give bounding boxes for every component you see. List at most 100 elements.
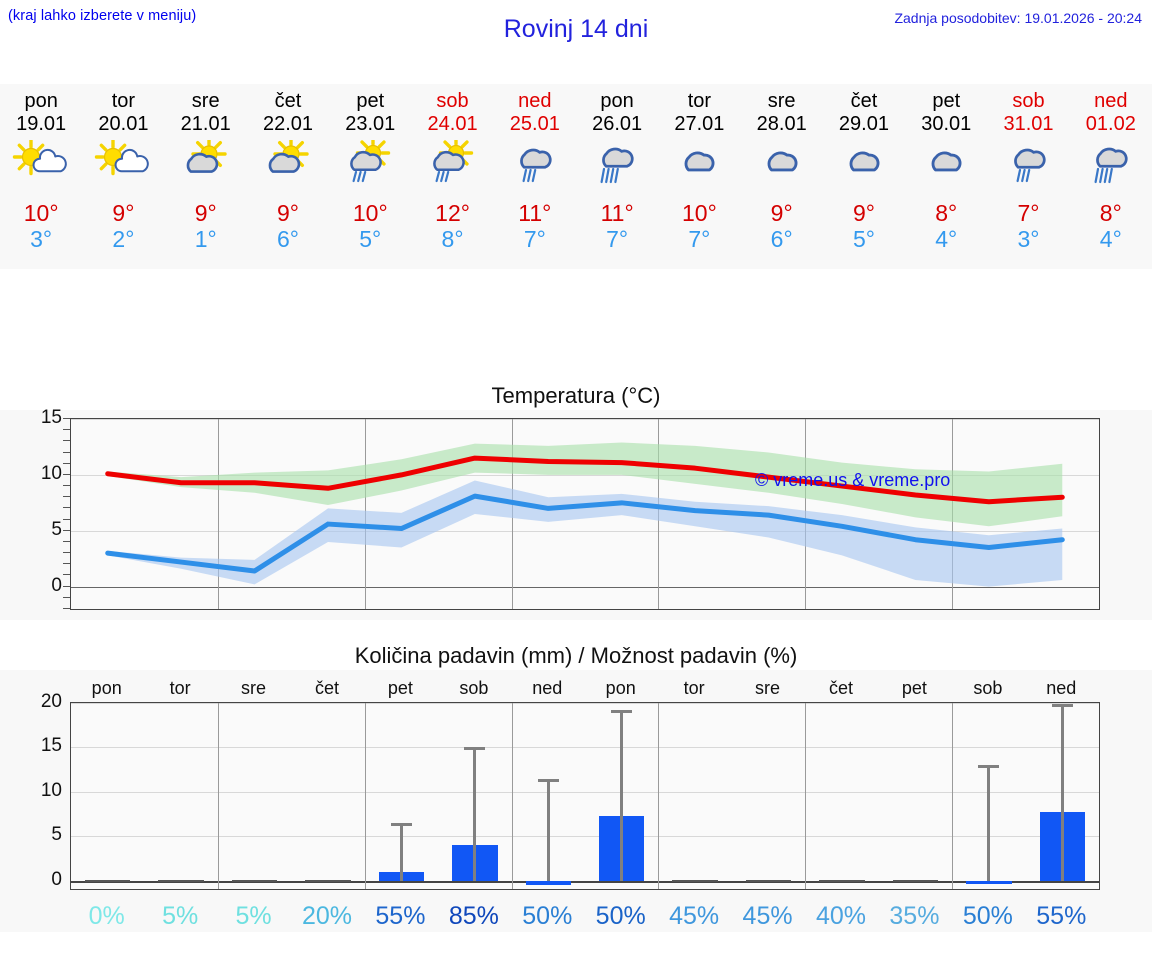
day-column-9[interactable]: sre 28.01 9° 6° bbox=[741, 84, 823, 269]
precip-day-label-1: tor bbox=[169, 678, 191, 698]
day-max-temp: 8° bbox=[935, 200, 958, 226]
day-column-1[interactable]: tor 20.01 9° 2° bbox=[82, 84, 164, 269]
day-name: ned bbox=[518, 90, 552, 112]
day-date: 21.01 bbox=[180, 113, 231, 135]
day-column-3[interactable]: čet 22.01 9° 6° bbox=[247, 84, 329, 269]
day-min-temp: 7° bbox=[523, 226, 546, 252]
precip-probability-13: 55% bbox=[1036, 902, 1087, 930]
precip-whisker-5 bbox=[473, 747, 477, 881]
watermark-label: © vreme.us & vreme.pro bbox=[755, 470, 951, 490]
precip-bar-10[interactable] bbox=[819, 879, 865, 882]
precip-whisker-cap-4 bbox=[390, 823, 412, 827]
day-min-temp: 3° bbox=[30, 226, 53, 252]
precip-probability-11: 35% bbox=[889, 902, 940, 930]
precip-probability-12: 50% bbox=[962, 902, 1013, 930]
precip-probability-3: 20% bbox=[301, 902, 353, 930]
precip-y-tick-15: 15 bbox=[40, 735, 62, 757]
day-max-temp: 9° bbox=[112, 200, 135, 226]
day-column-4[interactable]: pet 23.01 10° 5° bbox=[329, 84, 411, 269]
precipitation-plot-area bbox=[70, 702, 1100, 890]
cloud-rain-heavy-icon bbox=[1070, 139, 1152, 191]
temp-minor-tick bbox=[63, 473, 70, 475]
day-date: 23.01 bbox=[345, 113, 396, 135]
day-name: pon bbox=[24, 90, 58, 112]
precip-day-label-13: ned bbox=[1046, 678, 1077, 698]
day-column-13[interactable]: ned 01.02 8° 4° bbox=[1070, 84, 1152, 269]
sun-cloud-rain-icon bbox=[411, 139, 493, 191]
max-temp-line bbox=[105, 455, 1065, 505]
temp-minor-tick bbox=[63, 518, 70, 520]
precip-bar-3[interactable] bbox=[305, 879, 351, 882]
temp-y-tick-5: 5 bbox=[51, 518, 62, 540]
day-max-temp: 12° bbox=[435, 200, 470, 226]
temperature-series-svg bbox=[105, 442, 1065, 587]
menu-hint-link[interactable]: (kraj lahko izberete v meniju) bbox=[8, 8, 197, 24]
precip-whisker-12 bbox=[987, 765, 991, 881]
max-temp-range-band bbox=[107, 442, 1063, 527]
day-column-6[interactable]: ned 25.01 11° 7° bbox=[494, 84, 576, 269]
day-name: sre bbox=[767, 90, 796, 112]
day-min-temp: 3° bbox=[1017, 226, 1040, 252]
daily-forecast-strip: pon 19.01 10° 3° tor 20.01 9° 2° sre 21.01 9° 1° čet… bbox=[0, 84, 1152, 269]
precip-bar-0[interactable] bbox=[84, 879, 131, 882]
precip-bar-11[interactable] bbox=[892, 879, 939, 882]
precip-day-label-7: pon bbox=[605, 678, 636, 698]
precip-probability-1: 5% bbox=[162, 902, 199, 930]
day-column-10[interactable]: čet 29.01 9° 5° bbox=[823, 84, 905, 269]
precip-day-label-8: tor bbox=[683, 678, 705, 698]
day-min-temp: 4° bbox=[935, 226, 958, 252]
precip-day-label-10: čet bbox=[828, 678, 854, 698]
day-column-12[interactable]: sob 31.01 7° 3° bbox=[987, 84, 1069, 269]
gridline-y-15 bbox=[71, 419, 1099, 420]
day-column-7[interactable]: pon 26.01 11° 7° bbox=[576, 84, 658, 269]
precip-whisker-13 bbox=[1060, 703, 1064, 881]
precip-y-tick-0: 0 bbox=[51, 868, 62, 890]
day-min-temp: 5° bbox=[852, 226, 875, 252]
precip-probability-6: 50% bbox=[522, 902, 573, 930]
precip-bar-1[interactable] bbox=[158, 879, 204, 882]
cloud-icon bbox=[658, 139, 740, 191]
day-date: 20.01 bbox=[98, 113, 149, 135]
cloud-rain-icon bbox=[494, 139, 576, 191]
precip-bar-6[interactable] bbox=[525, 880, 572, 886]
day-name: sob bbox=[1012, 90, 1045, 112]
precip-bar-2[interactable] bbox=[231, 879, 278, 882]
day-column-2[interactable]: sre 21.01 9° 1° bbox=[165, 84, 247, 269]
cloud-icon bbox=[905, 139, 987, 191]
cloud-rain-icon bbox=[987, 139, 1069, 191]
precip-bar-9[interactable] bbox=[745, 879, 792, 882]
temp-minor-tick bbox=[63, 596, 70, 598]
day-column-11[interactable]: pet 30.01 8° 4° bbox=[905, 84, 987, 269]
precip-whisker-cap-12 bbox=[978, 765, 1000, 769]
day-min-temp: 1° bbox=[194, 226, 217, 252]
temp-minor-tick bbox=[63, 507, 70, 509]
temp-minor-tick bbox=[63, 540, 70, 542]
day-date: 01.02 bbox=[1085, 113, 1136, 135]
day-name: čet bbox=[850, 90, 878, 112]
precip-gridline-x-8 bbox=[658, 703, 660, 889]
precip-bar-8[interactable] bbox=[672, 879, 718, 882]
day-min-temp: 7° bbox=[688, 226, 711, 252]
day-max-temp: 7° bbox=[1017, 200, 1040, 226]
precip-day-label-11: pet bbox=[901, 678, 927, 698]
day-column-8[interactable]: tor 27.01 10° 7° bbox=[658, 84, 740, 269]
day-column-0[interactable]: pon 19.01 10° 3° bbox=[0, 84, 82, 269]
temp-minor-tick bbox=[63, 574, 70, 576]
day-column-5[interactable]: sob 24.01 12° 8° bbox=[411, 84, 493, 269]
temperature-chart-title: Temperatura (°C) bbox=[0, 382, 1152, 410]
precip-probability-0: 0% bbox=[88, 902, 125, 930]
top-bar: (kraj lahko izberete v meniju) Rovinj 14… bbox=[0, 0, 1152, 62]
temp-minor-tick bbox=[63, 585, 70, 587]
min-temp-line bbox=[105, 493, 1065, 574]
precip-gridline-y-10 bbox=[71, 791, 1099, 793]
last-updated-label: Zadnja posodobitev: 19.01.2026 - 20:24 bbox=[894, 10, 1142, 26]
day-max-temp: 8° bbox=[1099, 200, 1122, 226]
day-date: 31.01 bbox=[1003, 113, 1054, 135]
temp-minor-tick bbox=[63, 608, 70, 609]
sun-small-cloud-icon bbox=[0, 139, 82, 191]
temp-minor-tick bbox=[63, 462, 70, 464]
temp-minor-tick bbox=[63, 451, 70, 453]
precip-bar-12[interactable] bbox=[966, 880, 1012, 885]
precip-whisker-7 bbox=[620, 710, 624, 881]
precip-day-label-2: sre bbox=[241, 678, 267, 698]
